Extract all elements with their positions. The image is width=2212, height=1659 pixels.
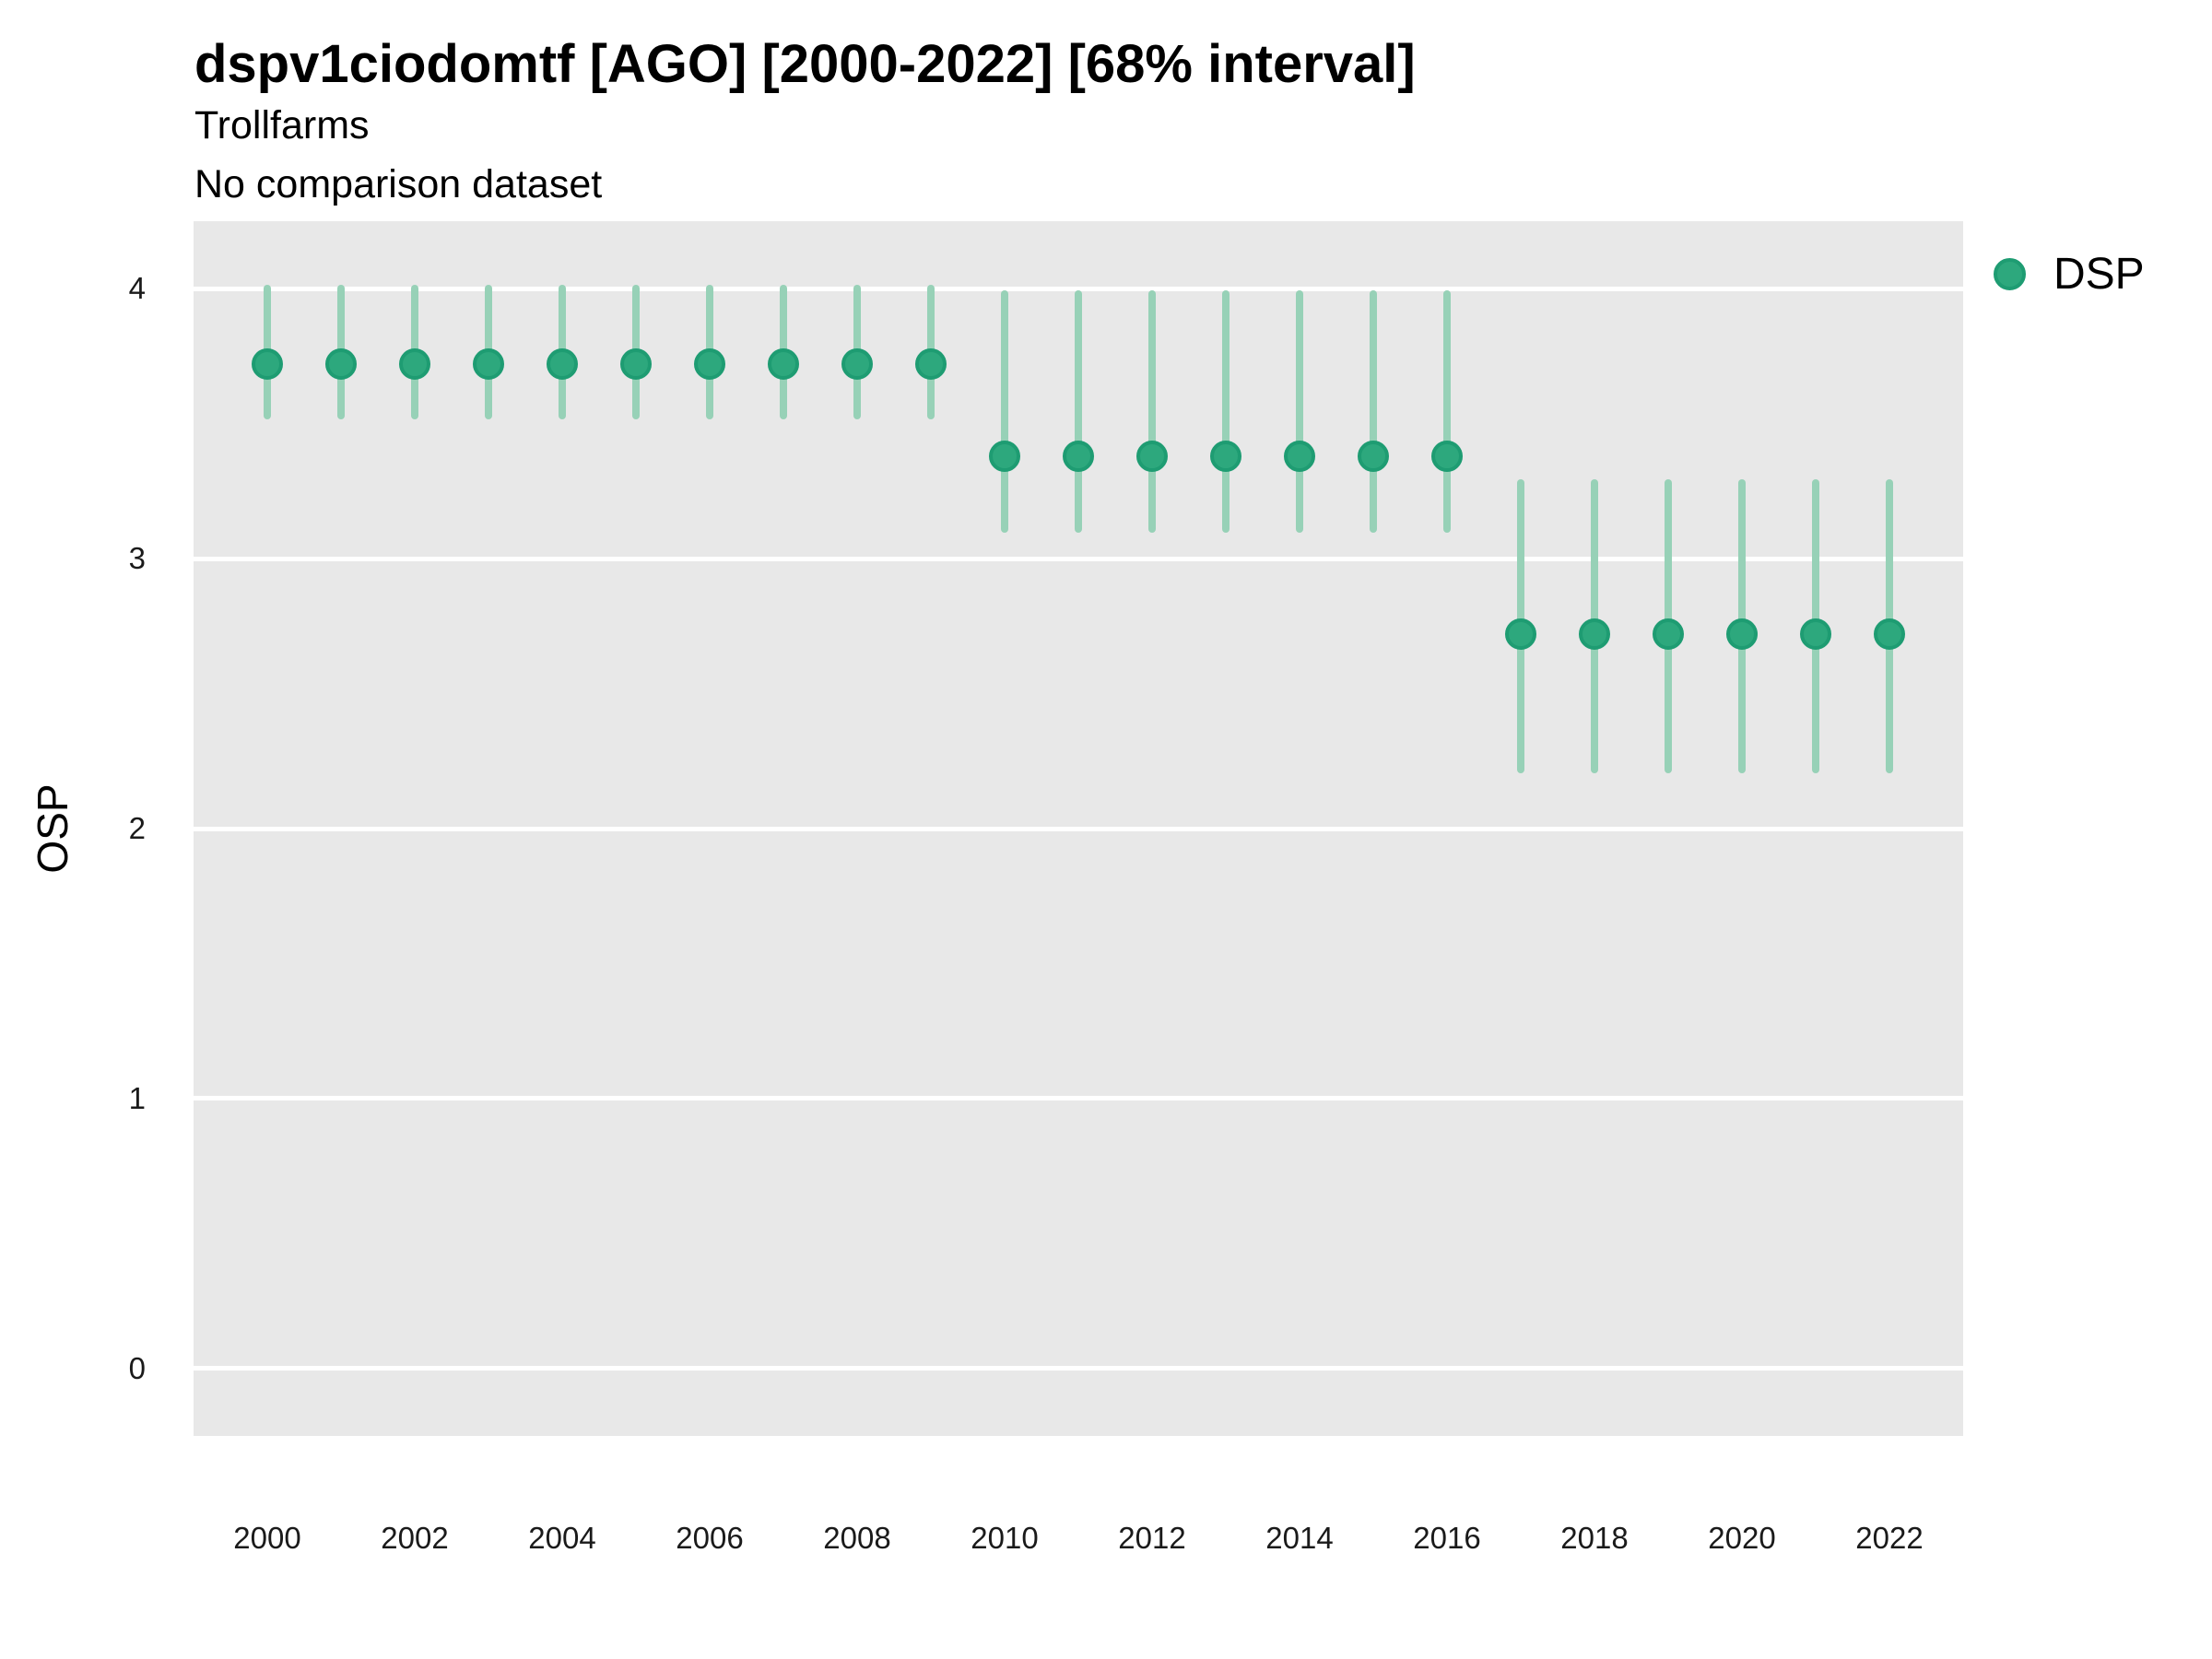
interval-bar-2010 [1001,290,1008,533]
legend-circle-icon [1994,258,2026,290]
x-tick-label: 2022 [1855,1521,1924,1555]
y-tick-label: 4 [128,271,146,306]
y-tick-label: 1 [128,1080,146,1115]
interval-bar-2014 [1296,290,1303,533]
x-tick-label: 2010 [971,1521,1039,1555]
data-point-2002 [399,348,430,381]
legend-label: DSP [2053,250,2145,299]
data-point-2001 [325,348,357,381]
x-tick-label: 2008 [823,1521,891,1555]
gridline-y-0 [194,1366,1963,1371]
gridline-y-2 [194,826,1963,831]
gridline-y-4 [194,286,1963,291]
interval-bar-2011 [1075,290,1082,533]
data-point-2008 [841,348,873,381]
data-point-2004 [547,348,578,381]
data-point-2009 [915,348,947,381]
data-point-2016 [1431,440,1463,472]
x-tick-label: 2006 [676,1521,744,1555]
x-tick-label: 2016 [1413,1521,1481,1555]
data-point-2022 [1874,618,1905,651]
data-point-2007 [768,348,799,381]
comparison-note: No comparison dataset [194,162,603,206]
data-point-2012 [1136,440,1168,472]
interval-bar-2015 [1370,290,1377,533]
x-tick-label: 2012 [1118,1521,1186,1555]
legend: DSP [1994,249,2145,300]
interval-bar-2012 [1148,290,1156,533]
data-point-2018 [1579,618,1610,651]
data-point-2006 [694,348,725,381]
y-tick-label: 2 [128,811,146,845]
x-tick-label: 2020 [1708,1521,1776,1555]
gridline-y-1 [194,1096,1963,1101]
x-tick-label: 2014 [1265,1521,1334,1555]
data-point-2017 [1505,618,1536,651]
data-point-2021 [1800,618,1831,651]
chart-title: dspv1ciodomtf [AGO] [2000-2022] [68% int… [194,34,1416,94]
plot-panel [194,221,1963,1436]
data-point-2010 [989,440,1020,472]
data-point-2013 [1210,440,1241,472]
data-point-2011 [1063,440,1094,472]
chart-subtitle: Trollfarms [194,103,370,147]
data-point-2015 [1358,440,1389,472]
interval-bar-2016 [1443,290,1451,533]
data-point-2020 [1726,618,1758,651]
x-tick-label: 2018 [1560,1521,1629,1555]
x-tick-label: 2000 [233,1521,301,1555]
data-point-2019 [1653,618,1684,651]
data-point-2003 [473,348,504,381]
x-tick-label: 2004 [528,1521,596,1555]
y-tick-label: 3 [128,541,146,576]
data-point-2000 [252,348,283,381]
interval-bar-2013 [1222,290,1230,533]
gridline-y-3 [194,556,1963,561]
y-tick-label: 0 [128,1350,146,1385]
data-point-2005 [620,348,652,381]
data-point-2014 [1284,440,1315,472]
x-tick-label: 2002 [381,1521,449,1555]
